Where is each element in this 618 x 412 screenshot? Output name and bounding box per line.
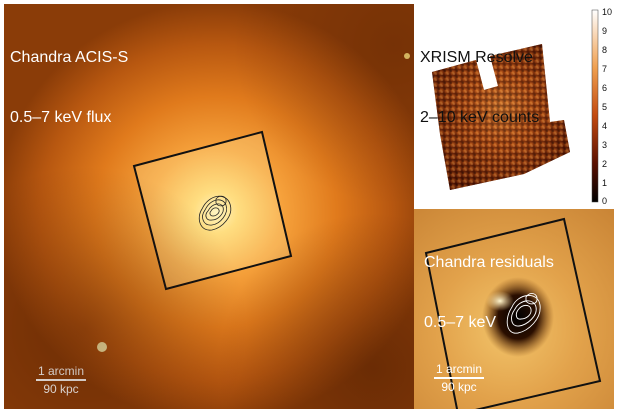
residual-scale-bar: 1 arcmin 90 kpc: [434, 362, 484, 394]
main-title: Chandra ACIS-S 0.5–7 keV flux: [10, 49, 129, 126]
xrism-image: [432, 9, 599, 203]
colorbar-tick: 1: [602, 178, 608, 188]
colorbar-tick: 3: [602, 140, 608, 150]
colorbar: [591, 9, 599, 203]
colorbar-tick: 9: [602, 26, 608, 36]
colorbar-tick: 0: [602, 196, 608, 206]
point-source: [97, 342, 107, 352]
colorbar-tick: 8: [602, 45, 608, 55]
residual-title: Chandra residuals 0.5–7 keV: [424, 254, 554, 331]
main-overlay: [97, 53, 410, 352]
resolve-map-noise: [432, 44, 570, 190]
residual-excess: [486, 291, 514, 311]
colorbar-tick: 7: [602, 64, 608, 74]
xrism-counts-panel: XRISM Resolve 2–10 keV counts 10 9 8 7 6…: [414, 4, 614, 209]
colorbar-tick: 2: [602, 159, 608, 169]
colorbar-tick: 4: [602, 121, 608, 131]
resolve-fov-square: [424, 217, 602, 409]
contours: [198, 195, 232, 231]
chandra-flux-panel: Chandra ACIS-S 0.5–7 keV flux 1 arcmin 9…: [4, 4, 414, 409]
colorbar-tick: 10: [602, 7, 613, 17]
contours: [506, 293, 541, 334]
colorbar-tick: 5: [602, 102, 608, 112]
residual-overlay: [424, 217, 602, 409]
chandra-residuals-panel: Chandra residuals 0.5–7 keV 1 arcmin 90 …: [414, 209, 614, 409]
colorbar-tick: 6: [602, 83, 608, 93]
xrism-title: XRISM Resolve 2–10 keV counts: [420, 49, 540, 126]
resolve-fov-square: [132, 130, 293, 291]
main-scale-bar: 1 arcmin 90 kpc: [36, 364, 86, 396]
point-source: [404, 53, 410, 59]
